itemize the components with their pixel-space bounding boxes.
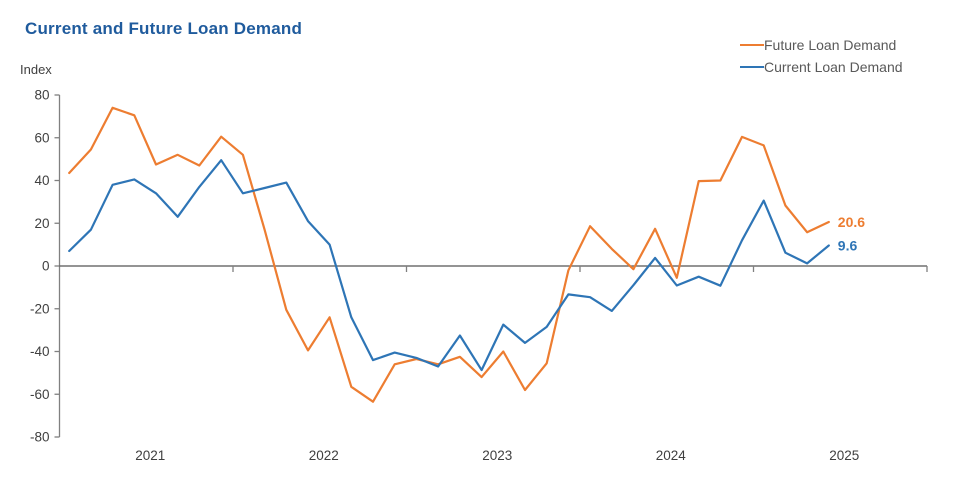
y-axis-tick-label: -80 <box>30 430 50 445</box>
x-axis-year-label: 2023 <box>482 448 512 463</box>
x-axis-year-label: 2024 <box>656 448 687 463</box>
y-axis-tick-label: 80 <box>34 88 49 103</box>
y-axis-tick-label: 20 <box>34 216 49 231</box>
legend-item-future-loan-demand: Future Loan Demand <box>740 34 903 56</box>
x-axis-year-label: 2025 <box>829 448 859 463</box>
x-axis-year-label: 2021 <box>135 448 165 463</box>
legend-label-future-loan-demand: Future Loan Demand <box>764 37 897 53</box>
legend-label-current-loan-demand: Current Loan Demand <box>764 59 903 75</box>
y-axis-tick-label: -20 <box>30 301 50 316</box>
legend-line-swatch-blue <box>740 66 764 68</box>
series-end-value-current-loan-demand: 9.6 <box>838 237 858 253</box>
y-axis-tick-label: 40 <box>34 173 49 188</box>
y-axis-tick-label: -60 <box>30 387 50 402</box>
series-line-future-loan-demand <box>68 106 830 403</box>
chart-title: Current and Future Loan Demand <box>25 19 303 38</box>
y-axis-tick-label: -40 <box>30 344 50 359</box>
series-end-value-future-loan-demand: 20.6 <box>838 214 865 230</box>
series-line-current-loan-demand <box>68 159 830 372</box>
legend-item-current-loan-demand: Current Loan Demand <box>740 56 903 78</box>
legend: Future Loan Demand Current Loan Demand <box>740 34 903 78</box>
legend-line-swatch-orange <box>740 44 764 46</box>
x-axis-year-label: 2022 <box>309 448 339 463</box>
y-axis-tick-label: 0 <box>42 259 50 274</box>
y-axis-tick-label: 60 <box>34 130 49 145</box>
y-axis-unit-label: Index <box>20 62 52 77</box>
